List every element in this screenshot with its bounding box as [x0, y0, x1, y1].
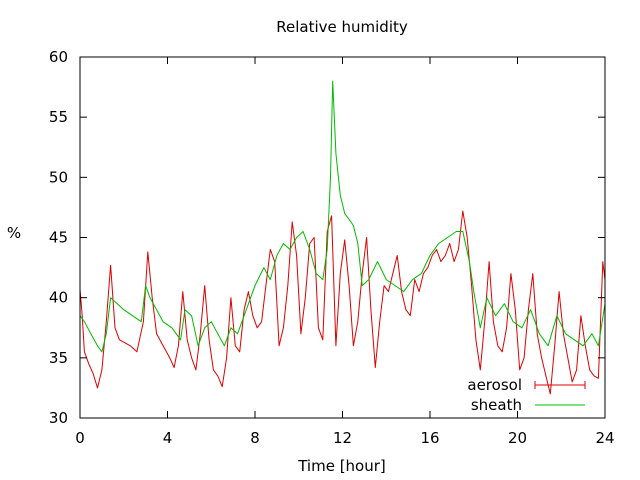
- y-tick-label: 45: [49, 229, 68, 247]
- legend-label-sheath: sheath: [471, 396, 522, 414]
- series-line-sheath: [79, 80, 606, 353]
- y-tick-label: 35: [49, 349, 68, 367]
- legend: aerosol sheath: [467, 376, 586, 414]
- y-axis-label: %: [7, 224, 21, 242]
- y-tick-label: 55: [49, 108, 68, 126]
- y-tick-label: 60: [49, 48, 68, 66]
- x-tick-label: 8: [250, 429, 260, 447]
- series-line-aerosol: [79, 210, 606, 395]
- y-tick-label: 40: [49, 289, 68, 307]
- y-tick-label: 50: [49, 168, 68, 186]
- x-tick-label: 0: [75, 429, 85, 447]
- x-tick-label: 20: [508, 429, 527, 447]
- x-tick-label: 12: [333, 429, 352, 447]
- x-axis-label: Time [hour]: [297, 457, 386, 475]
- x-tick-label: 4: [163, 429, 173, 447]
- plot-frame: [79, 56, 606, 419]
- x-tick-label: 16: [420, 429, 439, 447]
- y-tick-label: 30: [49, 409, 68, 427]
- legend-label-aerosol: aerosol: [467, 376, 522, 394]
- series-layer: [79, 80, 606, 395]
- chart-title: Relative humidity: [276, 18, 408, 36]
- x-tick-label: 24: [595, 429, 614, 447]
